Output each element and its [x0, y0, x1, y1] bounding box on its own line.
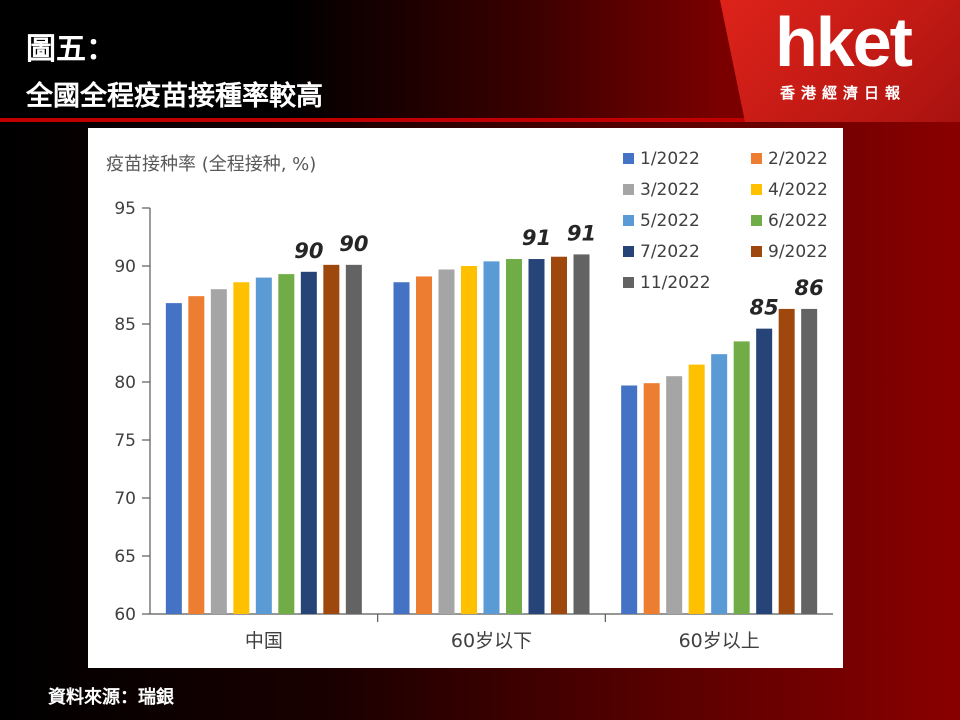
legend-label: 6/2022 [768, 211, 828, 231]
bar [233, 282, 250, 614]
x-tick-label: 60岁以下 [451, 630, 532, 652]
bar [756, 328, 773, 614]
bar [506, 259, 522, 614]
data-label: 91 [567, 221, 596, 245]
bar [688, 364, 705, 614]
legend-label: 7/2022 [640, 242, 700, 262]
y-tick-label: 80 [114, 373, 136, 393]
chart-axes: 60 65 70 75 80 85 90 95 中国 60岁以下 60岁以上 [114, 199, 833, 652]
bar [255, 277, 272, 614]
legend-swatch [623, 153, 634, 164]
legend-label: 11/2022 [640, 273, 711, 293]
bar [393, 282, 410, 614]
legend-label: 5/2022 [640, 211, 700, 231]
bar [483, 261, 500, 614]
y-tick-label: 85 [114, 315, 136, 335]
bar [801, 308, 818, 614]
legend-swatch [751, 184, 762, 195]
bar [278, 274, 295, 614]
legend-swatch [623, 215, 634, 226]
bar [165, 303, 182, 614]
bar [210, 289, 227, 614]
legend-swatch [751, 215, 762, 226]
y-tick-label: 75 [114, 431, 136, 451]
figure-title: 全國全程疫苗接種率較高 [26, 81, 323, 112]
legend-swatch [751, 153, 762, 164]
legend-swatch [623, 246, 634, 257]
data-label: 85 [750, 296, 779, 320]
y-tick-label: 90 [114, 257, 136, 277]
chart-labels: 90 90 91 91 85 86 [294, 221, 824, 319]
legend-label: 9/2022 [768, 242, 828, 262]
bar [643, 383, 660, 614]
legend-label: 4/2022 [768, 180, 828, 200]
data-label: 86 [795, 276, 824, 300]
bar [438, 269, 455, 614]
header-divider [0, 118, 960, 122]
legend-swatch [623, 277, 634, 288]
data-label: 91 [522, 226, 551, 250]
chart-panel: 疫苗接种率 (全程接种, %) 60 65 70 75 80 85 90 95 中国 60岁以下 6… [88, 128, 843, 668]
bar [778, 308, 795, 614]
chart-legend: 1/2022 2/2022 3/2022 4/2022 5/2022 6/2022 7/20… [623, 149, 828, 293]
bar [551, 256, 567, 614]
y-tick-label: 65 [114, 547, 136, 567]
legend-swatch [623, 184, 634, 195]
legend-label: 1/2022 [640, 149, 700, 169]
bar [528, 259, 545, 614]
bar [573, 254, 590, 614]
bar [188, 296, 205, 614]
figure-label: 圖五： [26, 32, 116, 67]
chart-title: 疫苗接种率 (全程接种, %) [106, 154, 316, 175]
logo-panel [720, 0, 960, 122]
data-label: 90 [339, 232, 368, 256]
source-note: 資料來源：瑞銀 [48, 687, 174, 708]
x-tick-label: 60岁以上 [679, 630, 760, 652]
chart-bars [165, 254, 818, 614]
bar [323, 264, 340, 614]
legend-label: 3/2022 [640, 180, 700, 200]
bar [711, 354, 728, 614]
bar [621, 385, 638, 614]
y-tick-label: 70 [114, 489, 136, 509]
x-tick-label: 中国 [245, 630, 283, 652]
hket-logo: hket [775, 3, 913, 81]
legend-label: 2/2022 [768, 149, 828, 169]
logo-subtitle: 香港經濟日報 [780, 84, 907, 102]
data-label: 90 [294, 239, 323, 263]
bar [666, 376, 683, 614]
legend-swatch [751, 246, 762, 257]
bar [733, 341, 750, 614]
y-tick-label: 95 [114, 199, 136, 219]
bar [461, 266, 477, 614]
bar [345, 264, 362, 614]
bar [416, 276, 432, 614]
y-tick-label: 60 [114, 605, 136, 625]
bar [300, 271, 317, 614]
